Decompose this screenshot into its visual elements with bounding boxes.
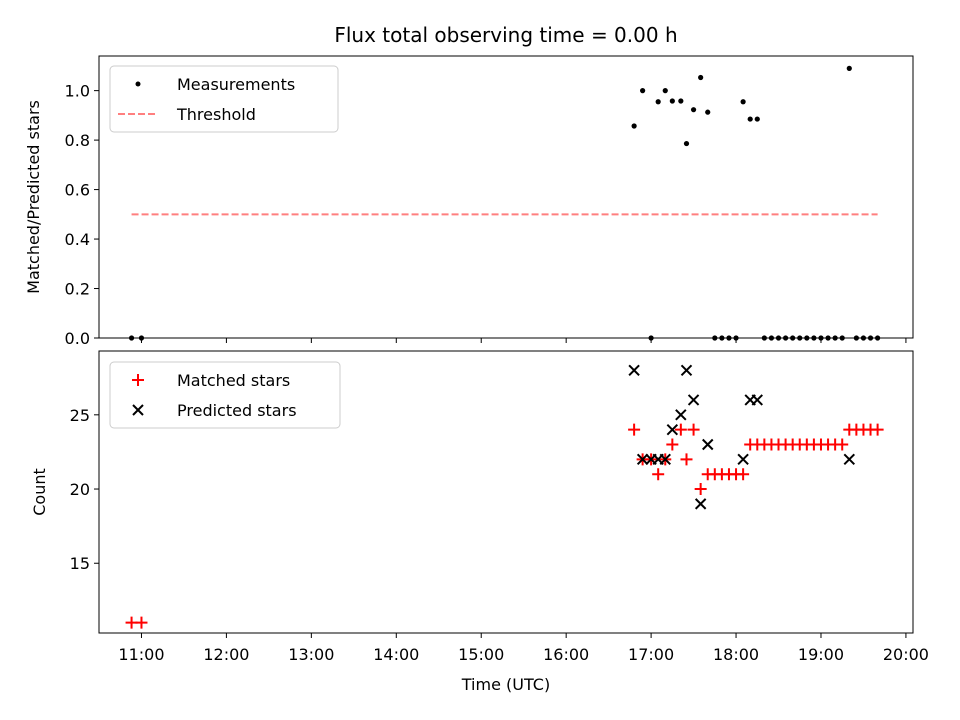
matched-star-point xyxy=(680,453,693,466)
bottom-ytick-label: 25 xyxy=(70,406,90,425)
legend-matched-marker xyxy=(132,374,144,386)
matched-star-point xyxy=(871,423,884,436)
top-ytick-label: 1.0 xyxy=(65,82,90,101)
bottom-xtick-label: 19:00 xyxy=(798,645,844,664)
matched-star-point xyxy=(666,438,679,451)
bottom-xtick-label: 16:00 xyxy=(543,645,589,664)
bottom-panel-marks xyxy=(125,364,884,629)
matched-star-point xyxy=(836,438,849,451)
legend-measurements-label: Measurements xyxy=(177,75,295,94)
top-ytick-label: 0.0 xyxy=(65,329,90,348)
legend-measurements-marker xyxy=(135,81,141,87)
top-ytick-label: 0.4 xyxy=(65,230,90,249)
top-x-axis xyxy=(140,338,907,343)
bottom-legend-box xyxy=(109,361,341,429)
top-y-axis: 0.0 0.2 0.4 0.6 0.8 1.0 xyxy=(65,82,99,348)
matched-star-point xyxy=(687,423,700,436)
bottom-xtick-label: 15:00 xyxy=(458,645,504,664)
top-legend: Measurements Threshold xyxy=(109,65,339,133)
legend-predicted-marker xyxy=(132,404,144,416)
predicted-star-point xyxy=(675,409,687,421)
bottom-ytick-label: 15 xyxy=(70,554,90,573)
top-ytick-label: 0.6 xyxy=(65,181,90,200)
predicted-star-point xyxy=(694,498,707,510)
bottom-xtick-label: 18:00 xyxy=(713,645,759,664)
predicted-star-point xyxy=(636,453,649,466)
bottom-xtick-label: 12:00 xyxy=(203,645,249,664)
chart-title: Flux total observing time = 0.00 h xyxy=(334,23,677,47)
x-axis-label: Time (UTC) xyxy=(461,675,550,694)
bottom-ytick-label: 20 xyxy=(70,480,90,499)
legend-predicted-label: Predicted stars xyxy=(177,401,297,420)
bottom-x-axis: 11:00 12:00 13:00 14:00 15:00 16:00 17:00 18:00… xyxy=(118,633,929,664)
bottom-xtick-label: 20:00 xyxy=(883,645,929,664)
predicted-star-point xyxy=(680,364,693,377)
measurement-point xyxy=(698,74,704,81)
measurement-point xyxy=(631,123,637,129)
matched-star-point xyxy=(694,483,707,496)
top-ytick-label: 0.8 xyxy=(65,131,90,150)
bottom-panel: 15 20 25 11:00 12:00 13:00 14:00 15:00 16:00 17:… xyxy=(30,350,929,694)
bottom-xtick-label: 13:00 xyxy=(288,645,334,664)
bottom-y-axis: 15 20 25 xyxy=(70,406,99,573)
measurement-point xyxy=(690,107,697,113)
measurement-point xyxy=(705,109,711,115)
bottom-plot-frame xyxy=(98,350,914,634)
bottom-xtick-label: 17:00 xyxy=(628,645,674,664)
matched-star-point xyxy=(652,468,665,481)
bottom-y-axis-label: Count xyxy=(30,468,49,516)
bottom-xtick-label: 11:00 xyxy=(118,645,164,664)
matched-star-point xyxy=(628,423,641,436)
predicted-star-point xyxy=(751,394,763,406)
predicted-star-point xyxy=(687,394,700,406)
measurement-point xyxy=(655,99,661,105)
legend-matched-label: Matched stars xyxy=(177,371,290,390)
matched-star-point xyxy=(135,616,148,629)
bottom-legend: Matched stars Predicted stars xyxy=(109,361,341,429)
matched-star-point xyxy=(674,423,687,436)
measurement-point xyxy=(740,99,746,105)
predicted-star-point xyxy=(666,423,679,436)
measurement-point xyxy=(846,65,852,71)
measurement-point xyxy=(669,98,675,104)
predicted-star-point xyxy=(659,453,671,466)
measurement-point xyxy=(662,88,668,94)
measurement-point xyxy=(754,116,760,122)
predicted-star-point xyxy=(737,453,749,466)
measurement-point xyxy=(747,116,753,122)
top-plot-frame xyxy=(98,55,914,339)
predicted-star-point xyxy=(702,438,714,451)
predicted-star-point xyxy=(628,364,640,377)
top-y-axis-label: Matched/Predicted stars xyxy=(24,100,43,294)
top-panel-marks xyxy=(128,65,881,341)
measurement-point xyxy=(640,88,646,94)
matched-star-point xyxy=(737,468,750,481)
measurement-point xyxy=(683,140,690,147)
predicted-star-point xyxy=(843,453,856,466)
measurement-point xyxy=(678,98,684,104)
top-legend-box xyxy=(109,65,339,133)
bottom-xtick-label: 14:00 xyxy=(373,645,419,664)
legend-threshold-label: Threshold xyxy=(176,105,256,124)
top-panel: 0.0 0.2 0.4 0.6 0.8 1.0 Matched/Predicted sta… xyxy=(24,55,914,348)
top-ytick-label: 0.2 xyxy=(65,280,90,299)
